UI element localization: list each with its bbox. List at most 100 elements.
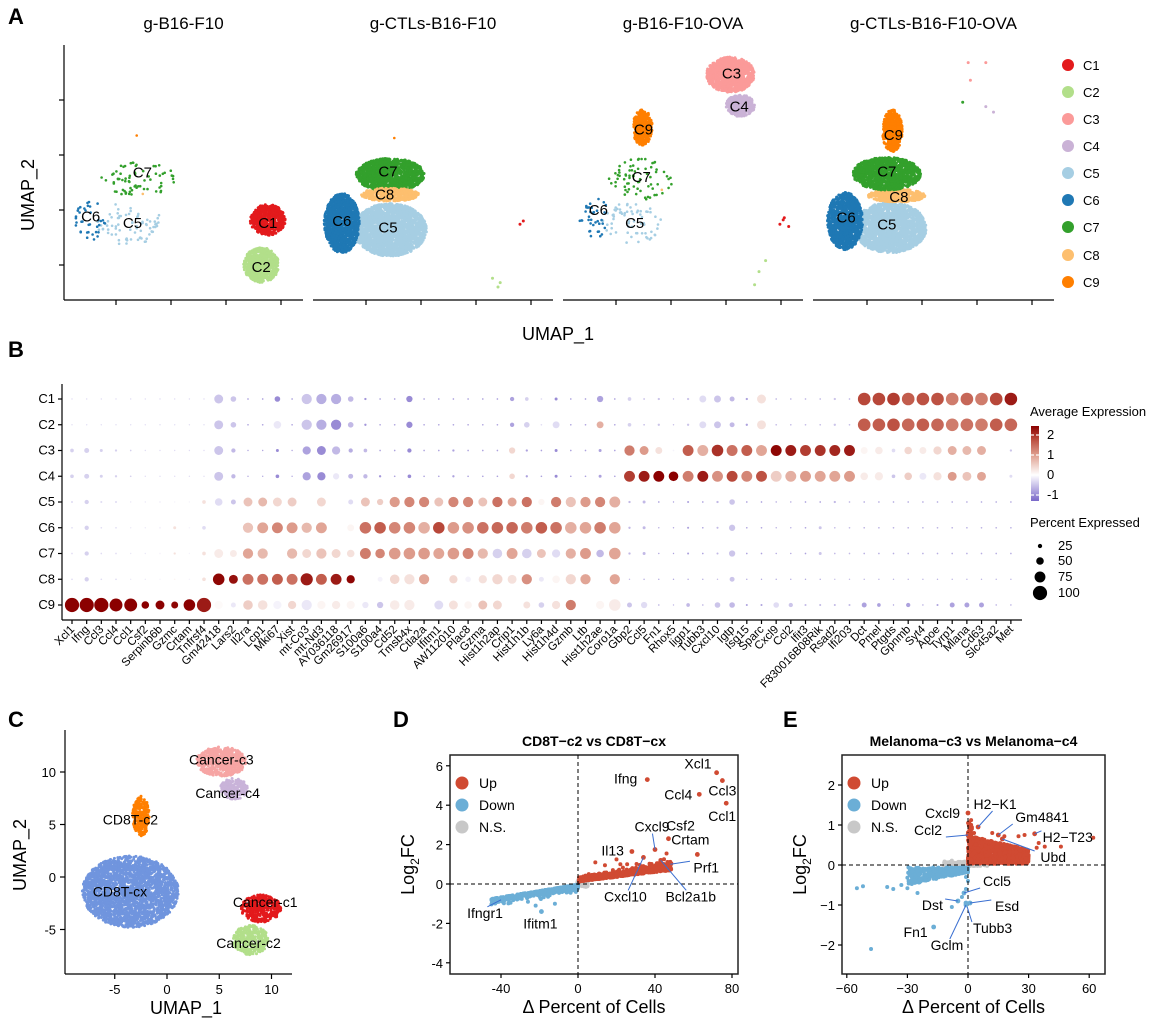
umap-point-c5 (408, 214, 412, 218)
umap-point-c6 (341, 231, 345, 235)
umap-point-c5 (114, 227, 118, 230)
umap-point-c6 (332, 208, 335, 211)
umap-point-c2 (251, 251, 255, 255)
umap-point-c5 (417, 220, 421, 224)
umap-point-c6 (348, 238, 352, 242)
umap-point-c6 (345, 203, 349, 207)
umap-point-c5 (415, 232, 419, 235)
umap-point-c5 (367, 208, 371, 212)
umap-point-c5 (398, 249, 402, 253)
umap-point-c6 (337, 236, 341, 240)
umap-point-c6 (344, 208, 348, 212)
panel-letter-d: D (393, 707, 409, 732)
umap-point-c5 (383, 206, 387, 210)
umap-point-c1 (270, 233, 274, 236)
umap-point-c6 (97, 223, 101, 227)
umap-point-c7 (128, 190, 132, 194)
umap-point-c2 (255, 247, 259, 251)
umap-point-c5 (362, 244, 366, 248)
umap-point-c6 (325, 231, 328, 234)
umap-point-c6 (354, 203, 358, 207)
umap-point-c6 (92, 238, 96, 241)
umap-point-c9 (135, 134, 138, 137)
umap-point-c6 (87, 200, 91, 204)
umap-point-c7 (128, 176, 131, 180)
umap-point-c5 (395, 248, 399, 252)
umap-point-c5 (116, 216, 120, 220)
umap-point-c7 (154, 190, 158, 193)
umap-point-c6 (333, 198, 337, 201)
umap-point-c5 (373, 243, 376, 247)
umap-point-c5 (412, 213, 416, 217)
umap-point-c2 (259, 248, 263, 252)
umap-point-c1 (271, 209, 275, 213)
y-axis-label: UMAP_2 (18, 159, 39, 231)
umap-point-c5 (407, 247, 411, 251)
umap-point-c5 (129, 206, 132, 210)
umap-point-c1 (278, 214, 281, 218)
umap-point-c5 (394, 237, 398, 241)
umap-point-c5 (397, 252, 401, 256)
umap-point-c6 (344, 247, 348, 251)
umap-point-c7 (154, 164, 157, 168)
umap-point-c5 (397, 213, 401, 217)
umap-point-c5 (376, 236, 380, 240)
umap-point-c5 (395, 245, 399, 249)
umap-point-c5 (106, 231, 110, 235)
umap-point-c5 (399, 236, 402, 240)
umap-point-c5 (419, 228, 423, 232)
umap-point-c6 (333, 231, 337, 235)
umap-point-c7 (127, 179, 131, 183)
umap-point-c5 (379, 242, 383, 246)
umap-point-c5 (110, 233, 114, 236)
umap-point-c6 (326, 207, 329, 211)
umap-point-c2 (245, 266, 248, 270)
umap-point-c5 (364, 242, 368, 246)
umap-point-c7 (141, 169, 145, 173)
umap-point-c5 (116, 212, 119, 215)
umap-point-c1 (266, 208, 270, 212)
umap-point-c5 (129, 238, 133, 241)
umap-point-c2 (271, 268, 275, 272)
umap-point-c5 (388, 206, 391, 210)
umap-point-c5 (415, 240, 419, 243)
umap-point-c1 (267, 231, 271, 235)
umap-point-c6 (75, 221, 78, 224)
umap-point-c5 (110, 224, 114, 228)
umap-point-c7 (130, 188, 134, 192)
umap-point-c2 (273, 260, 276, 264)
umap-point-c6 (350, 203, 354, 207)
cluster-label: C1 (258, 215, 277, 232)
umap-point-c6 (101, 219, 105, 222)
umap-point-c7 (163, 171, 166, 175)
umap-point-c5 (415, 245, 419, 249)
umap-point-c5 (114, 203, 117, 206)
umap-point-c5 (401, 243, 405, 247)
umap-point-c5 (383, 236, 387, 240)
umap-point-c7 (142, 187, 146, 191)
umap-point-c6 (77, 207, 80, 210)
umap-point-c7 (171, 177, 175, 181)
umap-point-c6 (333, 247, 337, 251)
umap-point-c8 (141, 192, 145, 196)
umap-point-c6 (324, 226, 327, 230)
umap-point-c5 (153, 220, 157, 223)
umap-point-c5 (97, 228, 101, 231)
umap-point-c5 (368, 229, 372, 233)
umap-point-c5 (392, 209, 396, 212)
umap-point-c6 (99, 219, 103, 223)
umap-point-c5 (398, 220, 402, 224)
umap-point-c5 (117, 208, 120, 211)
umap-point-c7 (100, 176, 103, 179)
umap-point-c5 (406, 243, 410, 247)
umap-point-c5 (360, 212, 364, 216)
umap-point-c5 (403, 204, 407, 208)
umap-point-c7 (159, 189, 163, 193)
umap-point-c5 (371, 211, 375, 215)
umap-point-c5 (150, 230, 154, 234)
umap-point-c5 (413, 219, 417, 223)
umap-point-c1 (275, 206, 279, 210)
umap-point-c6 (346, 230, 350, 234)
umap-point-c5 (367, 217, 371, 221)
